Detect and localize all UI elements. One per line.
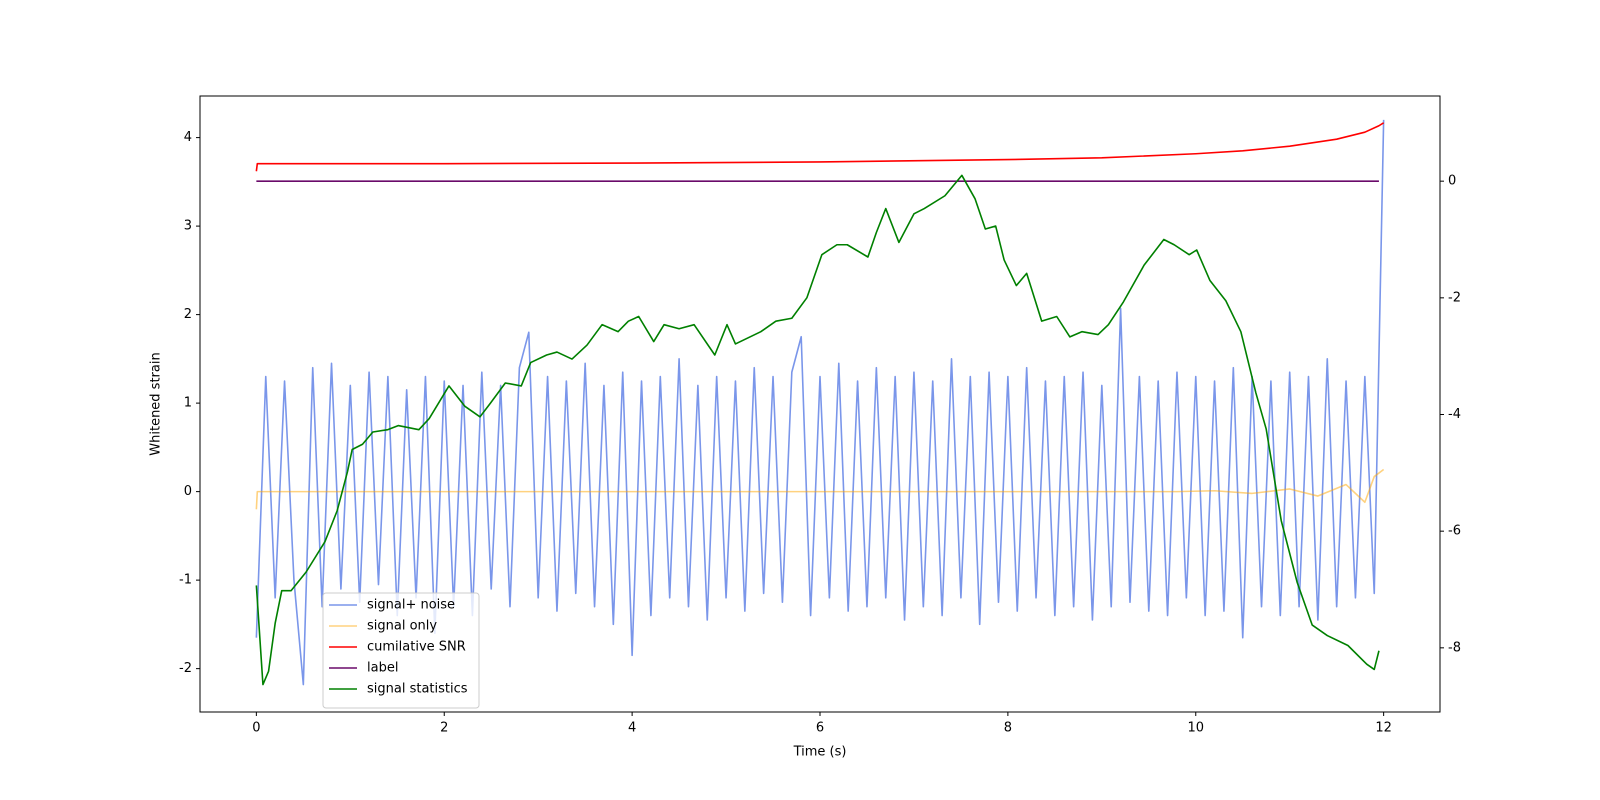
x-tick-label: 4 (628, 721, 636, 736)
plot-frame (199, 95, 1441, 713)
y-tick-label: 3 (184, 219, 192, 234)
x-tick-label: 10 (1187, 721, 1204, 736)
series-line (255, 468, 1385, 510)
y2-tick-label: -2 (1448, 290, 1461, 305)
y-tick-label: 1 (184, 396, 192, 411)
y-tick-label: 4 (184, 130, 192, 145)
x-tick-label: 2 (440, 721, 448, 736)
y-tick-label: 0 (184, 484, 192, 499)
legend-label: signal only (367, 619, 437, 634)
y2-tick-label: -4 (1448, 407, 1461, 422)
legend-label: signal statistics (367, 682, 468, 697)
legend: signal+ noise signal only cumilative SNR la… (322, 592, 480, 709)
y2-tick-label: 0 (1448, 174, 1456, 189)
y-axis-label: Whitened strain (149, 352, 164, 455)
y-tick-label: -1 (179, 573, 192, 588)
series-line (255, 174, 1380, 686)
x-tick-label: 12 (1375, 721, 1392, 736)
x-axis-label: Time (s) (793, 745, 847, 760)
x-tick-label: 6 (816, 721, 824, 736)
series-line (255, 122, 1385, 172)
y-tick-label: 2 (184, 307, 192, 322)
series-line (255, 119, 1385, 686)
x-tick-label: 8 (1004, 721, 1012, 736)
x-tick-label: 0 (252, 721, 260, 736)
legend-label: cumilative SNR (367, 640, 466, 655)
legend-frame (322, 592, 480, 709)
legend-label: label (367, 661, 398, 676)
y2-tick-label: -8 (1448, 640, 1461, 655)
y-tick-label: -2 (179, 661, 192, 676)
legend-label: signal+ noise (367, 598, 455, 613)
y2-tick-label: -6 (1448, 524, 1461, 539)
